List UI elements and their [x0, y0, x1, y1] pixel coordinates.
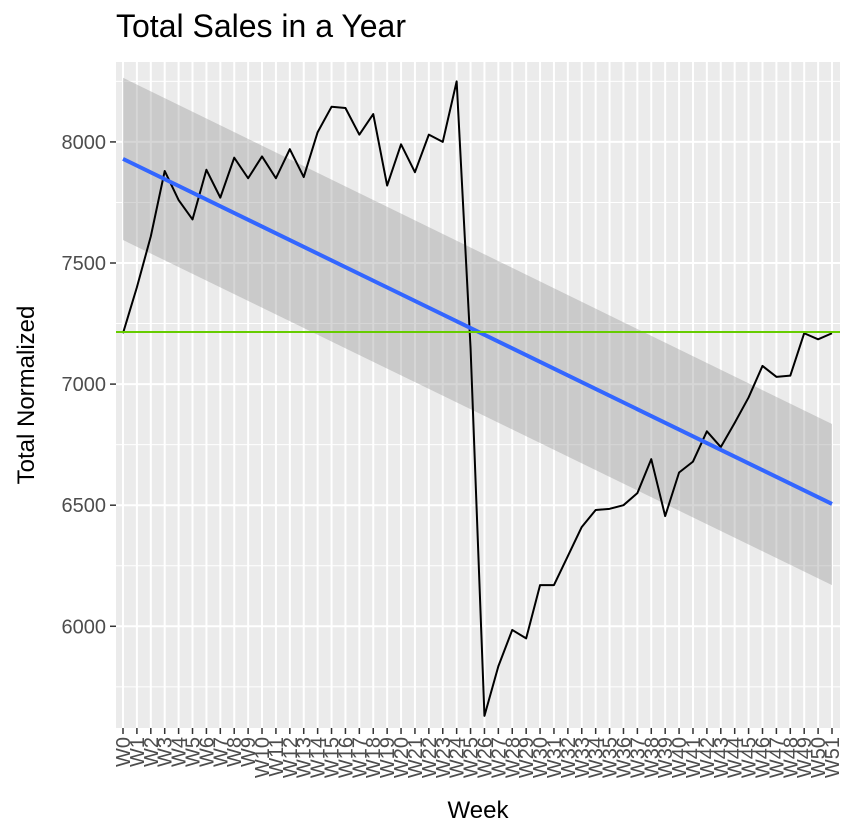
x-tick-label: W21	[405, 737, 427, 778]
y-axis-title: Total Normalized	[13, 306, 40, 485]
x-tick-label: W9	[238, 737, 260, 767]
x-tick-label: W20	[391, 737, 413, 778]
x-tick-label: W26	[474, 737, 496, 778]
x-tick-label: W46	[752, 737, 774, 778]
x-axis: W0W1W2W3W4W5W6W7W8W9W10W11W12W13W14W15W1…	[113, 728, 844, 778]
x-tick-label: W12	[280, 737, 302, 778]
x-tick-label: W45	[739, 737, 761, 778]
x-tick-label: W37	[627, 737, 649, 778]
x-tick-label: W29	[516, 737, 538, 778]
grid-lines	[116, 62, 840, 728]
x-tick-label: W44	[725, 737, 747, 778]
plot-background	[116, 62, 840, 728]
x-tick-label: W35	[600, 737, 622, 778]
y-tick-label: 7000	[62, 374, 107, 396]
x-tick-label: W43	[711, 737, 733, 778]
x-tick-label: W8	[224, 737, 246, 767]
y-tick-label: 8000	[62, 132, 107, 154]
x-tick-label: W13	[294, 737, 316, 778]
x-tick-label: W31	[544, 737, 566, 778]
y-tick-label: 6000	[62, 616, 107, 638]
y-tick-label: 6500	[62, 495, 107, 517]
x-tick-label: W5	[183, 737, 205, 767]
x-tick-label: W14	[308, 737, 330, 778]
x-tick-label: W22	[419, 737, 441, 778]
x-tick-label: W16	[335, 737, 357, 778]
x-tick-label: W36	[613, 737, 635, 778]
y-axis: 6000 6500 7000 7500 8000	[62, 132, 116, 638]
x-tick-label: W2	[141, 737, 163, 767]
x-tick-label: W30	[530, 737, 552, 778]
y-tick-label: 7500	[62, 253, 107, 275]
x-tick-label: W6	[196, 737, 218, 767]
x-tick-label: W1	[127, 737, 149, 767]
series-group	[122, 80, 833, 717]
x-tick-label: W41	[683, 737, 705, 778]
x-tick-label: W24	[447, 737, 469, 778]
x-tick-label: W19	[377, 737, 399, 778]
x-tick-label: W39	[655, 737, 677, 778]
x-tick-label: W47	[766, 737, 788, 778]
x-tick-label: W15	[322, 737, 344, 778]
x-tick-label: W49	[794, 737, 816, 778]
x-tick-label: W38	[641, 737, 663, 778]
x-tick-label: W50	[808, 737, 830, 778]
x-tick-label: W33	[572, 737, 594, 778]
x-tick-label: W32	[558, 737, 580, 778]
x-tick-label: W34	[586, 737, 608, 778]
x-tick-label: W7	[210, 737, 232, 767]
x-axis-title: Week	[448, 797, 510, 824]
x-tick-label: W17	[349, 737, 371, 778]
x-tick-label: W40	[669, 737, 691, 778]
x-tick-label: W48	[780, 737, 802, 778]
x-tick-label: W0	[113, 737, 135, 767]
x-tick-label: W27	[488, 737, 510, 778]
x-tick-label: W51	[822, 737, 844, 778]
x-tick-label: W42	[697, 737, 719, 778]
x-tick-label: W28	[502, 737, 524, 778]
x-tick-label: W23	[433, 737, 455, 778]
x-tick-label: W4	[169, 737, 191, 767]
x-tick-label: W3	[155, 737, 177, 767]
x-tick-label: W18	[363, 737, 385, 778]
chart-title: Total Sales in a Year	[116, 8, 406, 44]
x-tick-label: W10	[252, 737, 274, 778]
x-tick-label: W25	[461, 737, 483, 778]
series-line	[122, 80, 833, 717]
x-tick-label: W11	[266, 737, 288, 777]
